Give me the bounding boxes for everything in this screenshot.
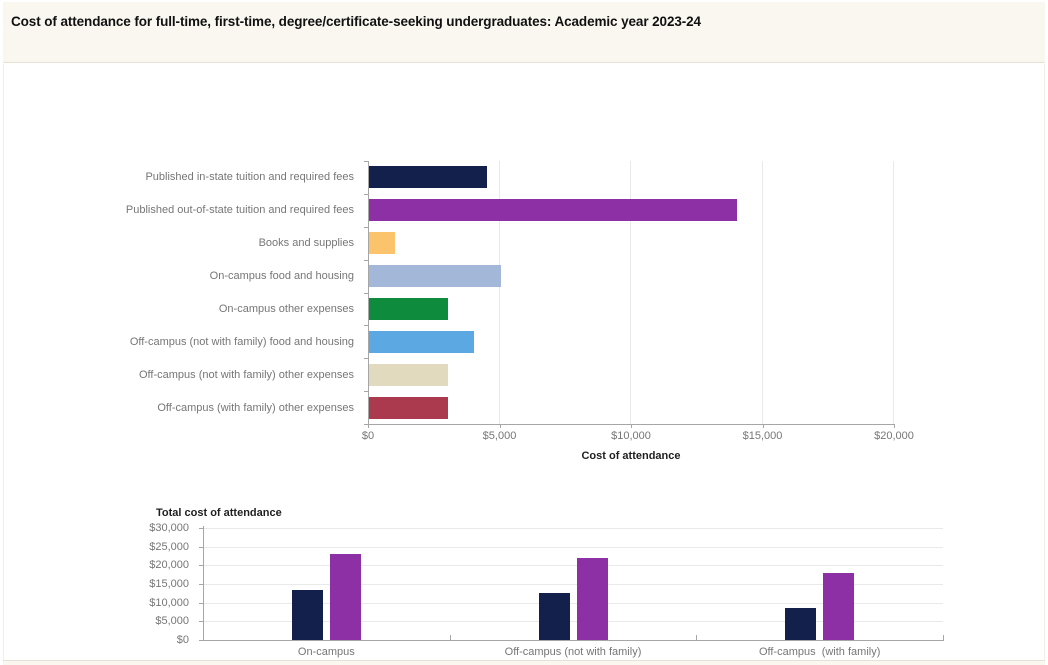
chart1-category-axis-line — [368, 161, 369, 424]
chart1-category-tick — [364, 161, 368, 162]
chart1-bar-published-out-of-state-tuition-and-required-fees[interactable] — [369, 199, 738, 222]
chart2-value-tick — [199, 565, 203, 567]
chart1-category-tick — [364, 292, 368, 294]
chart1-category-label: On-campus food and housing — [209, 270, 354, 283]
chart1-bar-off-campus-not-with-family-other-expenses[interactable] — [369, 363, 448, 386]
chart2-gridline — [204, 584, 943, 585]
chart2-value-tick-label: $30,000 — [149, 522, 189, 534]
content: Cost of attendance Published in-state tu… — [3, 64, 1045, 665]
chart1-bar-published-in-state-tuition-and-required-fees[interactable] — [369, 166, 488, 189]
chart2-gridline — [204, 546, 943, 548]
chart2-gridline — [204, 621, 943, 623]
chart2-category-tick — [449, 635, 451, 640]
chart1-bar-off-campus-not-with-family-food-and-housing[interactable] — [369, 330, 475, 353]
chart1-value-tick — [894, 424, 895, 428]
chart2-baseline — [203, 640, 944, 641]
chart2-title: Total cost of attendance — [156, 507, 282, 519]
chart1-bar-books-and-supplies[interactable] — [369, 232, 396, 255]
chart1-value-tick — [631, 424, 632, 428]
chart1-category-tick — [364, 391, 368, 393]
chart1-category-label: On-campus other expenses — [218, 302, 354, 315]
chart1-category-label: Off-campus (with family) other expenses — [157, 401, 354, 414]
chart2-bar-out-of-state-off-campus-not-with-family[interactable] — [576, 557, 608, 640]
chart1-category-tick — [364, 259, 368, 261]
chart2-category-label: On-campus — [297, 646, 355, 658]
chart1-value-tick-label: $10,000 — [611, 430, 651, 442]
chart1-category-tick — [364, 193, 368, 195]
chart2-value-tick-label: $15,000 — [149, 578, 189, 590]
chart1-value-tick-label: $15,000 — [742, 430, 783, 442]
chart2-value-tick-label: $10,000 — [149, 596, 189, 609]
chart2-value-tick — [199, 640, 203, 641]
page-title: Cost of attendance for full-time, first-… — [11, 14, 701, 29]
chart1-value-tick — [499, 424, 501, 428]
chart1-bar-on-campus-other-expenses[interactable] — [369, 297, 448, 320]
chart2-category-tick — [943, 635, 944, 640]
chart2-bar-out-of-state-off-campus-with-family[interactable] — [823, 572, 855, 640]
chart1-gridline — [761, 161, 763, 424]
chart2-value-tick-label: $20,000 — [149, 559, 189, 572]
chart1-value-tick-label: $5,000 — [482, 430, 517, 442]
chart2-gridline — [204, 565, 943, 567]
chart1-value-tick-label: $0 — [361, 430, 375, 442]
chart2-bar-in-state-off-campus-not-with-family[interactable] — [538, 593, 570, 640]
chart2-value-tick — [199, 546, 203, 548]
chart2-value-tick-label: $25,000 — [149, 540, 189, 553]
chart1-gridline — [630, 161, 631, 424]
chart1-category-tick — [364, 358, 368, 360]
chart2-value-tick — [199, 584, 203, 585]
chart2-gridline — [204, 528, 943, 529]
chart2-category-label: Off-campus (not with family) — [504, 646, 642, 658]
footer-strip — [3, 660, 1045, 665]
chart1-value-tick — [762, 424, 764, 428]
chart1-value-tick — [368, 424, 369, 428]
chart1-bar-on-campus-food-and-housing[interactable] — [369, 265, 501, 288]
chart2-bar-in-state-on-campus[interactable] — [291, 589, 323, 640]
chart1-category-tick — [364, 424, 368, 425]
chart2-value-tick — [199, 528, 203, 529]
chart2-category-tick — [696, 635, 698, 640]
page-header: Cost of attendance for full-time, first-… — [3, 2, 1045, 63]
chart2-value-tick-label: $5,000 — [155, 615, 189, 628]
chart1-value-tick-label: $20,000 — [874, 430, 914, 442]
total-cost-column-chart: Total cost of attendance Living arrangem… — [4, 64, 1044, 665]
chart1-category-tick — [364, 325, 368, 327]
chart2-bar-out-of-state-on-campus[interactable] — [329, 554, 361, 640]
chart1-x-axis-title: Cost of attendance — [581, 450, 681, 462]
chart2-bar-in-state-off-campus-with-family[interactable] — [785, 608, 817, 640]
chart2-value-axis-line — [203, 526, 204, 640]
chart2-gridline — [204, 602, 943, 604]
chart1-bar-off-campus-with-family-other-expenses[interactable] — [369, 396, 448, 419]
chart1-gridline — [893, 161, 894, 424]
chart1-category-label: Published in-state tuition and required … — [145, 171, 354, 184]
cost-breakdown-bar-chart: Cost of attendance Published in-state tu… — [4, 64, 1044, 660]
chart1-category-label: Off-campus (not with family) other expen… — [139, 368, 354, 381]
chart2-value-tick-label: $0 — [176, 634, 189, 646]
chart2-category-label: Off-campus (with family) — [758, 646, 881, 658]
chart2-value-tick — [199, 621, 203, 623]
chart1-category-label: Books and supplies — [258, 237, 354, 250]
chart1-category-label: Published out-of-state tuition and requi… — [125, 204, 354, 217]
chart1-category-label: Off-campus (not with family) food and ho… — [129, 335, 354, 348]
chart1-category-tick — [364, 226, 368, 228]
chart1-gridline — [498, 161, 500, 424]
chart2-value-tick — [199, 602, 203, 604]
